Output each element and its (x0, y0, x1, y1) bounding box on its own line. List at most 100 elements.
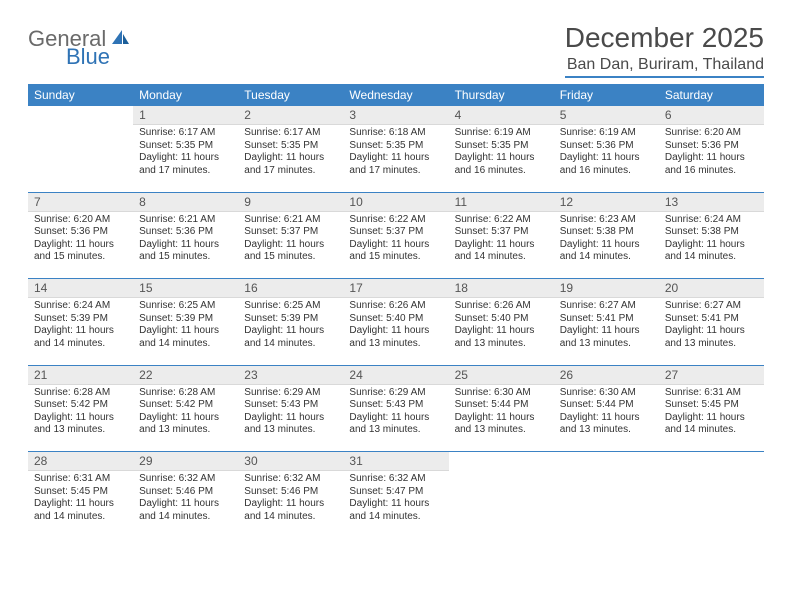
calendar-day-cell (449, 452, 554, 538)
daylight-text: Daylight: 11 hours and 13 minutes. (455, 412, 548, 437)
day-content: Sunrise: 6:22 AMSunset: 5:37 PMDaylight:… (343, 212, 448, 268)
day-content: Sunrise: 6:17 AMSunset: 5:35 PMDaylight:… (238, 125, 343, 181)
calendar-day-cell: 18Sunrise: 6:26 AMSunset: 5:40 PMDayligh… (449, 279, 554, 365)
daylight-text: Daylight: 11 hours and 13 minutes. (455, 325, 548, 350)
location-subtitle: Ban Dan, Buriram, Thailand (565, 56, 764, 78)
day-number: 6 (659, 106, 764, 125)
calendar-day-cell: 27Sunrise: 6:31 AMSunset: 5:45 PMDayligh… (659, 366, 764, 452)
sunset-text: Sunset: 5:39 PM (244, 313, 337, 326)
sunset-text: Sunset: 5:38 PM (665, 226, 758, 239)
sunrise-text: Sunrise: 6:19 AM (455, 127, 548, 140)
sunrise-text: Sunrise: 6:25 AM (139, 300, 232, 313)
sunrise-text: Sunrise: 6:31 AM (34, 473, 127, 486)
day-number (554, 452, 659, 456)
day-content: Sunrise: 6:20 AMSunset: 5:36 PMDaylight:… (659, 125, 764, 181)
calendar-week-row: 21Sunrise: 6:28 AMSunset: 5:42 PMDayligh… (28, 366, 764, 452)
logo: General Blue (28, 22, 132, 52)
day-number: 13 (659, 193, 764, 212)
day-number: 8 (133, 193, 238, 212)
day-number: 22 (133, 366, 238, 385)
day-content: Sunrise: 6:17 AMSunset: 5:35 PMDaylight:… (133, 125, 238, 181)
sunset-text: Sunset: 5:42 PM (139, 399, 232, 412)
sunset-text: Sunset: 5:39 PM (139, 313, 232, 326)
sunrise-text: Sunrise: 6:30 AM (560, 387, 653, 400)
day-content: Sunrise: 6:26 AMSunset: 5:40 PMDaylight:… (343, 298, 448, 354)
sunset-text: Sunset: 5:45 PM (34, 486, 127, 499)
day-number: 9 (238, 193, 343, 212)
sunrise-text: Sunrise: 6:32 AM (244, 473, 337, 486)
weekday-header-row: Sunday Monday Tuesday Wednesday Thursday… (28, 84, 764, 106)
sunrise-text: Sunrise: 6:24 AM (34, 300, 127, 313)
sunrise-text: Sunrise: 6:24 AM (665, 214, 758, 227)
calendar-day-cell: 1Sunrise: 6:17 AMSunset: 5:35 PMDaylight… (133, 106, 238, 192)
daylight-text: Daylight: 11 hours and 13 minutes. (560, 412, 653, 437)
day-number: 4 (449, 106, 554, 125)
sunset-text: Sunset: 5:44 PM (455, 399, 548, 412)
sunrise-text: Sunrise: 6:18 AM (349, 127, 442, 140)
calendar-day-cell: 15Sunrise: 6:25 AMSunset: 5:39 PMDayligh… (133, 279, 238, 365)
calendar-day-cell: 7Sunrise: 6:20 AMSunset: 5:36 PMDaylight… (28, 193, 133, 279)
calendar-day-cell: 11Sunrise: 6:22 AMSunset: 5:37 PMDayligh… (449, 193, 554, 279)
daylight-text: Daylight: 11 hours and 14 minutes. (560, 239, 653, 264)
daylight-text: Daylight: 11 hours and 16 minutes. (560, 152, 653, 177)
sunset-text: Sunset: 5:35 PM (244, 140, 337, 153)
sunset-text: Sunset: 5:41 PM (665, 313, 758, 326)
day-number: 25 (449, 366, 554, 385)
daylight-text: Daylight: 11 hours and 15 minutes. (244, 239, 337, 264)
sunset-text: Sunset: 5:40 PM (349, 313, 442, 326)
daylight-text: Daylight: 11 hours and 13 minutes. (349, 325, 442, 350)
calendar-day-cell: 24Sunrise: 6:29 AMSunset: 5:43 PMDayligh… (343, 366, 448, 452)
day-number: 20 (659, 279, 764, 298)
day-content: Sunrise: 6:21 AMSunset: 5:36 PMDaylight:… (133, 212, 238, 268)
sunset-text: Sunset: 5:38 PM (560, 226, 653, 239)
daylight-text: Daylight: 11 hours and 14 minutes. (139, 325, 232, 350)
sunrise-text: Sunrise: 6:28 AM (139, 387, 232, 400)
calendar-week-row: 7Sunrise: 6:20 AMSunset: 5:36 PMDaylight… (28, 193, 764, 279)
daylight-text: Daylight: 11 hours and 14 minutes. (34, 498, 127, 523)
day-number: 23 (238, 366, 343, 385)
day-number: 27 (659, 366, 764, 385)
calendar-day-cell: 12Sunrise: 6:23 AMSunset: 5:38 PMDayligh… (554, 193, 659, 279)
sunrise-text: Sunrise: 6:22 AM (455, 214, 548, 227)
sunset-text: Sunset: 5:36 PM (665, 140, 758, 153)
sunset-text: Sunset: 5:35 PM (139, 140, 232, 153)
daylight-text: Daylight: 11 hours and 16 minutes. (455, 152, 548, 177)
sunset-text: Sunset: 5:44 PM (560, 399, 653, 412)
calendar-day-cell: 28 Sunrise: 6:31 AMSunset: 5:45 PMDayligh… (28, 452, 133, 538)
sunset-text: Sunset: 5:39 PM (34, 313, 127, 326)
sunset-text: Sunset: 5:37 PM (455, 226, 548, 239)
day-number: 10 (343, 193, 448, 212)
calendar-day-cell: 14Sunrise: 6:24 AMSunset: 5:39 PMDayligh… (28, 279, 133, 365)
calendar-day-cell: 3Sunrise: 6:18 AMSunset: 5:35 PMDaylight… (343, 106, 448, 192)
sunset-text: Sunset: 5:43 PM (244, 399, 337, 412)
day-number: 5 (554, 106, 659, 125)
day-content: Sunrise: 6:25 AMSunset: 5:39 PMDaylight:… (133, 298, 238, 354)
day-content: Sunrise: 6:26 AMSunset: 5:40 PMDaylight:… (449, 298, 554, 354)
day-number: 28 (28, 452, 133, 471)
day-number: 14 (28, 279, 133, 298)
calendar-day-cell: 13Sunrise: 6:24 AMSunset: 5:38 PMDayligh… (659, 193, 764, 279)
sunrise-text: Sunrise: 6:26 AM (349, 300, 442, 313)
day-number: 31 (343, 452, 448, 471)
weekday-header: Friday (554, 84, 659, 106)
daylight-text: Daylight: 11 hours and 14 minutes. (244, 325, 337, 350)
sunrise-text: Sunrise: 6:29 AM (244, 387, 337, 400)
day-content: Sunrise: 6:19 AMSunset: 5:35 PMDaylight:… (449, 125, 554, 181)
day-content: Sunrise: 6:22 AMSunset: 5:37 PMDaylight:… (449, 212, 554, 268)
daylight-text: Daylight: 11 hours and 13 minutes. (244, 412, 337, 437)
sunrise-text: Sunrise: 6:29 AM (349, 387, 442, 400)
calendar-week-row: 1Sunrise: 6:17 AMSunset: 5:35 PMDaylight… (28, 106, 764, 192)
calendar-week-row: 14Sunrise: 6:24 AMSunset: 5:39 PMDayligh… (28, 279, 764, 365)
sunrise-text: Sunrise: 6:20 AM (665, 127, 758, 140)
day-number (28, 106, 133, 110)
daylight-text: Daylight: 11 hours and 17 minutes. (139, 152, 232, 177)
day-number: 7 (28, 193, 133, 212)
sunrise-text: Sunrise: 6:19 AM (560, 127, 653, 140)
calendar-day-cell: 31Sunrise: 6:32 AMSunset: 5:47 PMDayligh… (343, 452, 448, 538)
day-content: Sunrise: 6:24 AMSunset: 5:39 PMDaylight:… (28, 298, 133, 354)
day-content: Sunrise: 6:30 AMSunset: 5:44 PMDaylight:… (449, 385, 554, 441)
weekday-header: Sunday (28, 84, 133, 106)
daylight-text: Daylight: 11 hours and 14 minutes. (349, 498, 442, 523)
day-number: 19 (554, 279, 659, 298)
daylight-text: Daylight: 11 hours and 15 minutes. (34, 239, 127, 264)
